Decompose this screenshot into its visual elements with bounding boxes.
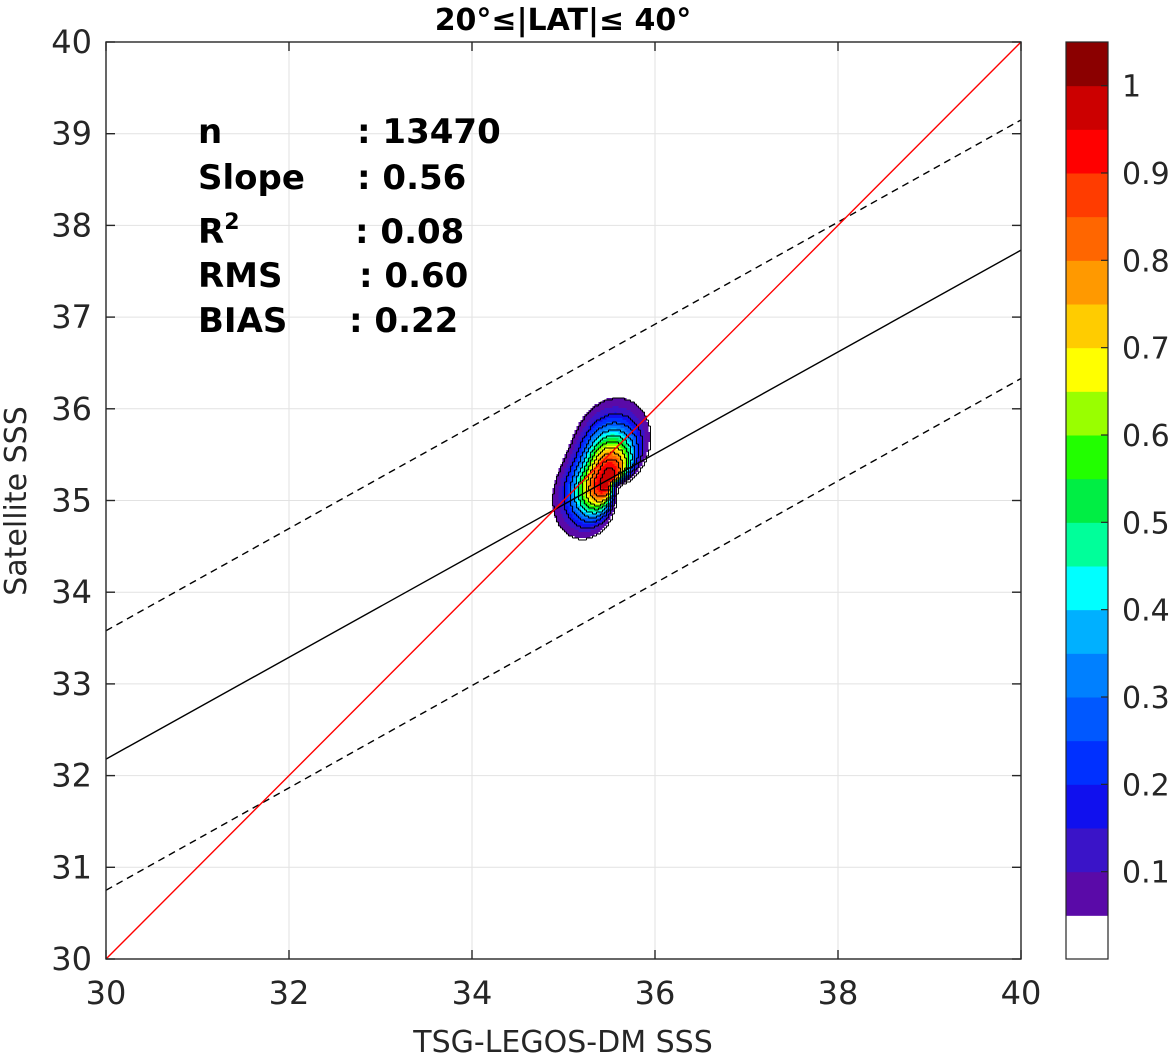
y-tick-label: 30 (51, 940, 92, 978)
colorbar-tick-label: 0.9 (1122, 157, 1170, 192)
colorbar-segment (1066, 915, 1108, 960)
stat-rms-value: : 0.60 (359, 256, 468, 296)
stats-box: n : 13470 Slope : 0.56 R2 : 0.08 RMS : 0… (198, 112, 501, 341)
colorbar-segment (1066, 173, 1108, 218)
colorbar-segment (1066, 522, 1108, 567)
density-level (582, 443, 627, 506)
density-level (558, 405, 645, 532)
y-tick-label: 38 (51, 206, 92, 244)
colorbar-segment (1066, 42, 1108, 87)
x-tick-label: 34 (452, 974, 493, 1012)
stat-slope-label: Slope (198, 158, 305, 198)
colorbar-tick-label: 0.2 (1122, 768, 1170, 803)
x-tick-label: 36 (635, 974, 676, 1012)
x-axis-label: TSG-LEGOS-DM SSS (412, 1025, 713, 1055)
colorbar-tick-label: 0.3 (1122, 681, 1170, 716)
y-tick-label: 33 (51, 665, 92, 703)
density-level (574, 431, 633, 514)
colorbar-segment (1066, 784, 1108, 829)
colorbar: 0.1 0.2 0.3 0.4 0.5 0.6 0.7 0.8 0.9 1 (1065, 41, 1170, 960)
stat-rms-label: RMS (198, 256, 283, 296)
colorbar-segment (1066, 871, 1108, 916)
stat-r2-label: R2 (198, 210, 240, 252)
stat-n-label: n (198, 112, 222, 152)
colorbar-segment (1066, 653, 1108, 698)
stat-r2-value: : 0.08 (355, 212, 464, 252)
chart-title: 20°≤|LAT|≤ 40° (435, 3, 692, 38)
x-tick-label: 30 (86, 974, 127, 1012)
colorbar-segment (1066, 304, 1108, 349)
y-tick-label: 31 (51, 848, 92, 886)
lower-bound-line (105, 377, 1022, 891)
colorbar-segment (1066, 697, 1108, 742)
y-tick-label: 34 (51, 573, 92, 611)
colorbar-tick-label: 0.8 (1122, 244, 1170, 279)
colorbar-tick-label: 0.7 (1122, 332, 1170, 367)
y-tick-label: 40 (51, 23, 92, 61)
identity-line (105, 41, 1022, 960)
plot-area: 30 32 34 36 38 40 30 31 32 33 34 35 36 37 38 39 40 (51, 23, 1041, 1012)
y-tick-label: 37 (51, 298, 92, 336)
density-level (576, 433, 631, 512)
stat-n-value: : 13470 (357, 112, 501, 152)
y-tick-label: 35 (51, 482, 92, 520)
density-level (570, 425, 635, 518)
stat-bias-label: BIAS (198, 301, 287, 341)
colorbar-segment (1066, 260, 1108, 305)
colorbar-segment (1066, 347, 1108, 392)
colorbar-tick-label: 0.6 (1122, 419, 1170, 454)
x-tick-label: 40 (1001, 974, 1042, 1012)
colorbar-segment (1066, 828, 1108, 873)
colorbar-tick-label: 0.1 (1122, 856, 1170, 891)
colorbar-segment (1066, 216, 1108, 261)
density-level (586, 447, 625, 502)
colorbar-segment (1066, 740, 1108, 785)
y-tick-label: 36 (51, 390, 92, 428)
stat-bias-value: : 0.22 (349, 301, 458, 341)
colorbar-frame (1065, 41, 1109, 960)
colorbar-segment (1066, 391, 1108, 436)
density-contours (551, 397, 651, 541)
colorbar-tick-label: 0.5 (1122, 506, 1170, 541)
colorbar-segment (1066, 609, 1108, 654)
stat-slope-value: : 0.56 (357, 158, 466, 198)
stat-r2-superscript: 2 (224, 210, 239, 235)
density-level (568, 421, 637, 522)
x-tick-label: 38 (818, 974, 859, 1012)
x-tick-label: 32 (269, 974, 310, 1012)
contour-line (563, 413, 643, 529)
colorbar-segment (1066, 478, 1108, 523)
colorbar-segment (1066, 435, 1108, 480)
contour-line (569, 421, 639, 523)
upper-bound-line (105, 119, 1022, 632)
y-tick-label: 39 (51, 115, 92, 153)
regression-line (105, 249, 1022, 760)
colorbar-segment (1066, 129, 1108, 174)
colorbar-segment (1066, 566, 1108, 611)
colorbar-segment (1066, 85, 1108, 130)
colorbar-tick-label: 1 (1122, 70, 1141, 105)
colorbar-tick-label: 0.4 (1122, 594, 1170, 629)
y-tick-label: 32 (51, 757, 92, 795)
y-axis-label: Satellite SSS (0, 406, 34, 596)
density-level (592, 457, 619, 496)
